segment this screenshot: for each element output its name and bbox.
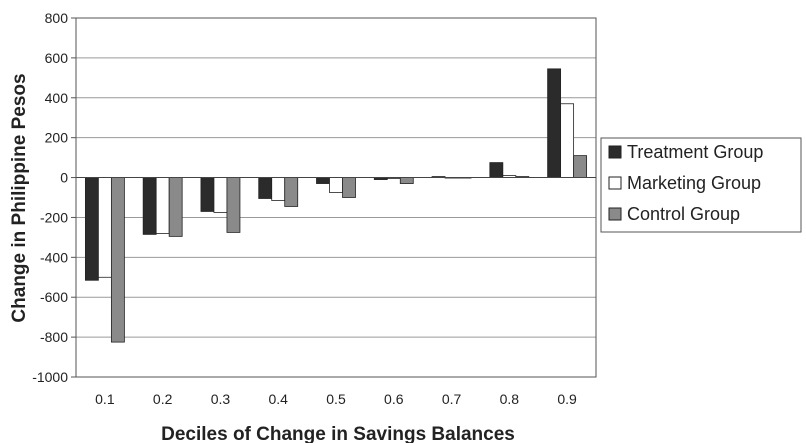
bar-treatment-group-0-8 (489, 162, 504, 178)
y-tick-label: 600 (45, 50, 69, 66)
legend-box (600, 137, 802, 233)
bar-treatment-group-0-4 (258, 177, 273, 199)
bar-treatment-group-0-3 (200, 177, 215, 212)
x-tick-label: 0.7 (442, 391, 462, 407)
y-axis-title: Change in Philippine Pesos (9, 73, 30, 322)
x-tick-label: 0.5 (326, 391, 346, 407)
y-tick-label: 400 (45, 90, 69, 106)
bar-treatment-group-0-9 (547, 68, 562, 178)
y-tick-label: 800 (45, 10, 69, 26)
bar-control-group-0-6 (399, 177, 414, 184)
x-tick-labels: 0.1 0.2 0.3 0.4 0.5 0.6 0.7 0.8 0.9 (95, 391, 577, 407)
bar-marketing-group-0-4 (271, 177, 286, 201)
bar-marketing-group-0-2 (155, 177, 170, 234)
bar-control-group-0-3 (226, 177, 241, 233)
axes (71, 17, 597, 378)
x-tick-label: 0.9 (557, 391, 577, 407)
y-tick-label: 200 (45, 130, 69, 146)
x-tick-label: 0.6 (384, 391, 404, 407)
legend-swatch-marketing-group (608, 176, 622, 190)
bar-control-group-0-9 (573, 155, 588, 178)
bar-control-group-0-5 (342, 177, 356, 198)
x-tick-label: 0.1 (95, 391, 115, 407)
legend-swatch-control-group (608, 207, 622, 221)
legend: Treatment Group Marketing Group Control Gr… (600, 137, 802, 233)
y-tick-label: -1000 (32, 369, 68, 385)
bar-control-group-0-1 (110, 177, 125, 343)
y-tick-labels: 800 600 400 200 0 -200 -400 -600 -800 -1000 (32, 10, 68, 385)
x-tick-label: 0.2 (153, 391, 173, 407)
bar-treatment-group-0-1 (84, 177, 99, 281)
legend-label-marketing-group: Marketing Group (627, 173, 761, 193)
legend-label-treatment-group: Treatment Group (627, 142, 763, 162)
x-tick-label: 0.8 (500, 391, 520, 407)
y-tick-label: -400 (40, 249, 68, 265)
bar-marketing-group-0-5 (329, 177, 343, 193)
plot-frame (75, 17, 597, 378)
bars (84, 68, 588, 343)
bar-treatment-group-0-5 (316, 177, 330, 184)
bar-treatment-group-0-2 (142, 177, 157, 235)
legend-swatch-treatment-group (608, 145, 622, 159)
bar-control-group-0-4 (284, 177, 299, 207)
x-tick-label: 0.4 (268, 391, 288, 407)
bar-marketing-group-0-3 (213, 177, 228, 213)
bar-marketing-group-0-9 (560, 103, 575, 178)
y-tick-label: -200 (40, 209, 68, 225)
bar-marketing-group-0-1 (97, 177, 112, 278)
legend-label-control-group: Control Group (627, 204, 740, 224)
y-tick-label: 0 (60, 170, 68, 186)
bar-control-group-0-2 (168, 177, 183, 237)
x-tick-label: 0.3 (211, 391, 231, 407)
y-tick-label: -600 (40, 289, 68, 305)
y-tick-label: -800 (40, 329, 68, 345)
x-axis-title: Deciles of Change in Savings Balances (161, 424, 515, 443)
